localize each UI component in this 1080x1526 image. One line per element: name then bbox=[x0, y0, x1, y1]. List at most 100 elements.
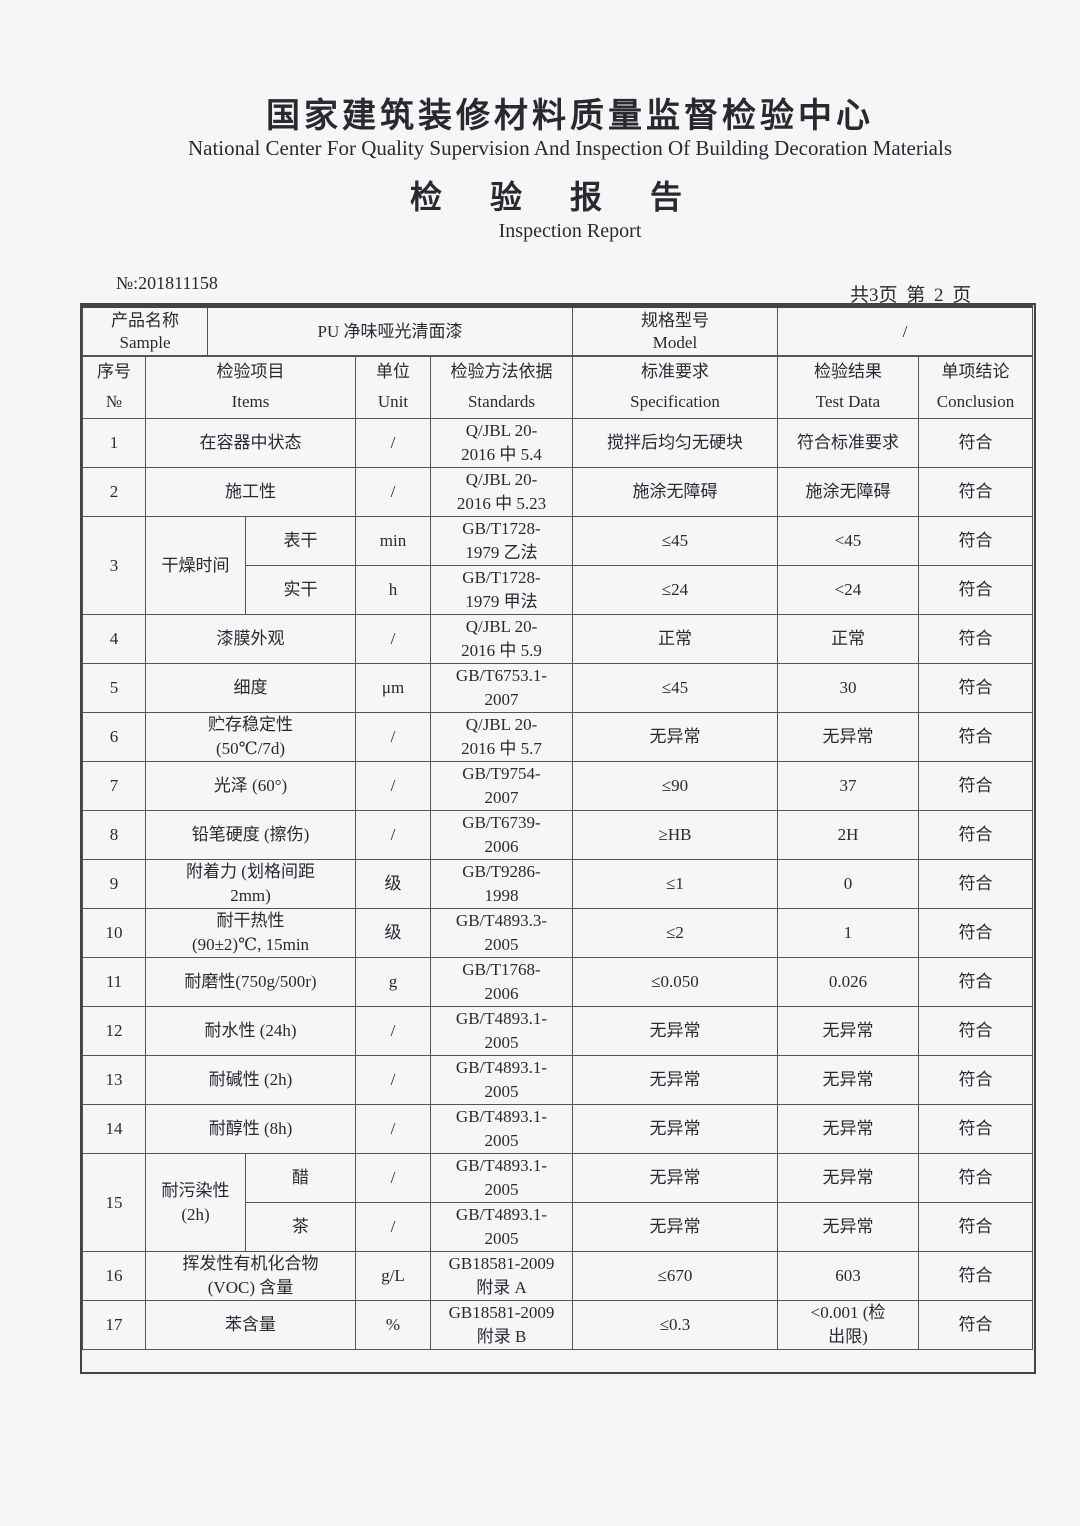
conclusion-cell: 符合 bbox=[918, 1055, 1033, 1105]
spec-cell: 正常 bbox=[572, 614, 778, 664]
row-number: 14 bbox=[82, 1104, 146, 1154]
item-cell: 铅笔硬度 (擦伤) bbox=[145, 810, 356, 860]
report-title-en: Inspection Report bbox=[498, 220, 642, 242]
column-header-cn: 单项结论 bbox=[941, 362, 1010, 381]
unit-cell: / bbox=[355, 1055, 431, 1105]
spec-cell: 无异常 bbox=[572, 1006, 778, 1056]
result-cell: 603 bbox=[777, 1251, 919, 1301]
row-number: 10 bbox=[82, 908, 146, 958]
standard-cell: Q/JBL 20- 2016 中 5.4 bbox=[430, 418, 573, 468]
sample-info-table: 产品名称 Sample PU 净味哑光清面漆 规格型号 Model / bbox=[82, 305, 1033, 357]
standard-cell: Q/JBL 20- 2016 中 5.9 bbox=[430, 614, 573, 664]
conclusion-cell: 符合 bbox=[918, 614, 1033, 664]
spec-cell: 无异常 bbox=[572, 1055, 778, 1105]
unit-cell: / bbox=[355, 712, 431, 762]
row-number: 4 bbox=[82, 614, 146, 664]
column-header-cn: 检验项目 bbox=[216, 362, 285, 381]
item-cell: 施工性 bbox=[145, 467, 356, 517]
unit-cell: min bbox=[355, 516, 431, 566]
sample-label-cn: 产品名称 bbox=[111, 311, 179, 330]
spec-cell: ≤0.050 bbox=[572, 957, 778, 1007]
result-cell: 0 bbox=[777, 859, 919, 909]
result-cell: 无异常 bbox=[777, 1104, 919, 1154]
table-row: 4 漆膜外观 / Q/JBL 20- 2016 中 5.9 正常 正常 符合 bbox=[82, 614, 1033, 664]
spec-cell: 搅拌后均匀无硬块 bbox=[572, 418, 778, 468]
standard-cell: GB/T1728- 1979 甲法 bbox=[430, 565, 573, 615]
unit-cell: μm bbox=[355, 663, 431, 713]
column-header-en: Specification bbox=[630, 392, 720, 411]
result-cell: <0.001 (检 出限) bbox=[777, 1300, 919, 1350]
model-label: 规格型号 Model bbox=[572, 306, 778, 357]
unit-cell: 级 bbox=[355, 859, 431, 909]
table-row: 15 耐污染性 (2h) 醋 / GB/T4893.1- 2005 无异常 无异常 符合 bbox=[82, 1153, 1033, 1252]
item-cell: 在容器中状态 bbox=[145, 418, 356, 468]
item-cell: 挥发性有机化合物 (VOC) 含量 bbox=[145, 1251, 356, 1301]
row-number: 3 bbox=[82, 516, 146, 615]
sample-value: PU 净味哑光清面漆 bbox=[207, 306, 573, 357]
spec-cell: 无异常 bbox=[572, 1104, 778, 1154]
spec-cell: ≤1 bbox=[572, 859, 778, 909]
conclusion-cell: 符合 bbox=[918, 859, 1033, 909]
item-cell: 耐干热性 (90±2)℃, 15min bbox=[145, 908, 356, 958]
table-row: 7 光泽 (60°) / GB/T9754- 2007 ≤90 37 符合 bbox=[82, 761, 1033, 811]
table-row: 11 耐磨性(750g/500r) g GB/T1768- 2006 ≤0.050 0.0… bbox=[82, 957, 1033, 1007]
model-label-en: Model bbox=[652, 333, 698, 352]
unit-cell: g/L bbox=[355, 1251, 431, 1301]
table-row: 13 耐碱性 (2h) / GB/T4893.1- 2005 无异常 无异常 符合 bbox=[82, 1055, 1033, 1105]
result-cell: 无异常 bbox=[777, 1006, 919, 1056]
conclusion-cell: 符合 bbox=[918, 810, 1033, 860]
row-number: 2 bbox=[82, 467, 146, 517]
unit-cell: / bbox=[355, 614, 431, 664]
column-header-cn: 检验结果 bbox=[814, 362, 882, 381]
result-cell: 符合标准要求 bbox=[777, 418, 919, 468]
unit-cell: / bbox=[355, 467, 431, 517]
row-number: 1 bbox=[82, 418, 146, 468]
table-row: 9 附着力 (划格间距 2mm) 级 GB/T9286- 1998 ≤1 0 符合 bbox=[82, 859, 1033, 909]
result-cell: 无异常 bbox=[777, 1202, 919, 1252]
standard-cell: GB/T4893.1- 2005 bbox=[430, 1055, 573, 1105]
row-number: 17 bbox=[82, 1300, 146, 1350]
unit-cell: / bbox=[355, 418, 431, 468]
table-row: 5 细度 μm GB/T6753.1- 2007 ≤45 30 符合 bbox=[82, 663, 1033, 713]
table-row: 16 挥发性有机化合物 (VOC) 含量 g/L GB18581-2009 附录 A ≤… bbox=[82, 1251, 1033, 1301]
unit-cell: / bbox=[355, 1006, 431, 1056]
conclusion-cell: 符合 bbox=[918, 1153, 1033, 1203]
standard-cell: GB18581-2009 附录 A bbox=[430, 1251, 573, 1301]
result-cell: <24 bbox=[777, 565, 919, 615]
column-header: 检验项目 Items bbox=[145, 355, 356, 419]
result-cell: 无异常 bbox=[777, 1153, 919, 1203]
sub-item-cell: 表干 bbox=[245, 516, 356, 566]
standard-cell: GB/T6739- 2006 bbox=[430, 810, 573, 860]
column-header-row: 序号 № 检验项目 Items 单位 Unit 检验方法依据 Standards 标准要求 Spe… bbox=[82, 355, 1033, 419]
item-cell: 细度 bbox=[145, 663, 356, 713]
column-header: 检验结果 Test Data bbox=[777, 355, 919, 419]
conclusion-cell: 符合 bbox=[918, 957, 1033, 1007]
inspection-table: 序号 № 检验项目 Items 单位 Unit 检验方法依据 Standards 标准要求 Spe… bbox=[82, 355, 1033, 1350]
spec-cell: ≤45 bbox=[572, 516, 778, 566]
column-header-en: № bbox=[105, 392, 123, 411]
table-row: 实干 h GB/T1728- 1979 甲法 ≤24 <24 符合 bbox=[83, 565, 1033, 615]
conclusion-cell: 符合 bbox=[918, 761, 1033, 811]
conclusion-cell: 符合 bbox=[918, 663, 1033, 713]
conclusion-cell: 符合 bbox=[918, 418, 1033, 468]
table-row: 10 耐干热性 (90±2)℃, 15min 级 GB/T4893.3- 2005 ≤2… bbox=[82, 908, 1033, 958]
standard-cell: GB/T4893.1- 2005 bbox=[430, 1104, 573, 1154]
result-cell: 37 bbox=[777, 761, 919, 811]
unit-cell: / bbox=[355, 1104, 431, 1154]
standard-cell: GB18581-2009 附录 B bbox=[430, 1300, 573, 1350]
row-number: 8 bbox=[82, 810, 146, 860]
row-number: 6 bbox=[82, 712, 146, 762]
row-number: 12 bbox=[82, 1006, 146, 1056]
table-row: 2 施工性 / Q/JBL 20- 2016 中 5.23 施涂无障碍 施涂无障碍 符合 bbox=[82, 467, 1033, 517]
unit-cell: / bbox=[355, 1153, 431, 1203]
table-row: 3 干燥时间 表干 min GB/T1728- 1979 乙法 ≤45 <45 符合 bbox=[82, 516, 1033, 615]
table-row: 14 耐醇性 (8h) / GB/T4893.1- 2005 无异常 无异常 符合 bbox=[82, 1104, 1033, 1154]
row-number: 5 bbox=[82, 663, 146, 713]
table-row: 1 在容器中状态 / Q/JBL 20- 2016 中 5.4 搅拌后均匀无硬块 符合标准… bbox=[82, 418, 1033, 468]
conclusion-cell: 符合 bbox=[918, 908, 1033, 958]
column-header-en: Test Data bbox=[815, 392, 881, 411]
column-header-en: Conclusion bbox=[936, 392, 1015, 411]
conclusion-cell: 符合 bbox=[918, 712, 1033, 762]
column-header-en: Standards bbox=[467, 392, 536, 411]
spec-cell: 施涂无障碍 bbox=[572, 467, 778, 517]
